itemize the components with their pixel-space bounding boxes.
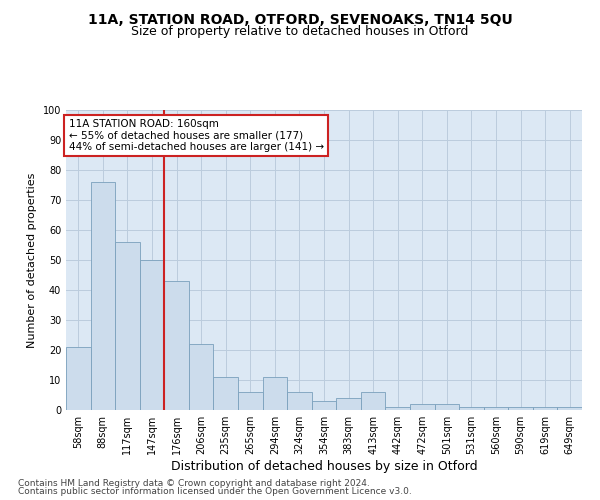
Bar bbox=[287, 392, 312, 410]
Bar bbox=[385, 407, 410, 410]
Bar bbox=[484, 407, 508, 410]
Bar bbox=[140, 260, 164, 410]
Bar bbox=[459, 407, 484, 410]
Bar bbox=[361, 392, 385, 410]
Bar bbox=[410, 404, 434, 410]
Text: Size of property relative to detached houses in Otford: Size of property relative to detached ho… bbox=[131, 25, 469, 38]
Y-axis label: Number of detached properties: Number of detached properties bbox=[27, 172, 37, 348]
Bar bbox=[312, 401, 336, 410]
Bar bbox=[263, 377, 287, 410]
Bar bbox=[238, 392, 263, 410]
Bar bbox=[508, 407, 533, 410]
Bar bbox=[336, 398, 361, 410]
Bar bbox=[115, 242, 140, 410]
Bar bbox=[214, 377, 238, 410]
Bar bbox=[91, 182, 115, 410]
Text: 11A, STATION ROAD, OTFORD, SEVENOAKS, TN14 5QU: 11A, STATION ROAD, OTFORD, SEVENOAKS, TN… bbox=[88, 12, 512, 26]
Bar bbox=[557, 407, 582, 410]
Bar bbox=[434, 404, 459, 410]
Bar bbox=[66, 347, 91, 410]
Bar bbox=[533, 407, 557, 410]
Text: Contains public sector information licensed under the Open Government Licence v3: Contains public sector information licen… bbox=[18, 487, 412, 496]
Text: Contains HM Land Registry data © Crown copyright and database right 2024.: Contains HM Land Registry data © Crown c… bbox=[18, 478, 370, 488]
Bar bbox=[189, 344, 214, 410]
Bar bbox=[164, 281, 189, 410]
Text: 11A STATION ROAD: 160sqm
← 55% of detached houses are smaller (177)
44% of semi-: 11A STATION ROAD: 160sqm ← 55% of detach… bbox=[68, 119, 324, 152]
X-axis label: Distribution of detached houses by size in Otford: Distribution of detached houses by size … bbox=[170, 460, 478, 473]
